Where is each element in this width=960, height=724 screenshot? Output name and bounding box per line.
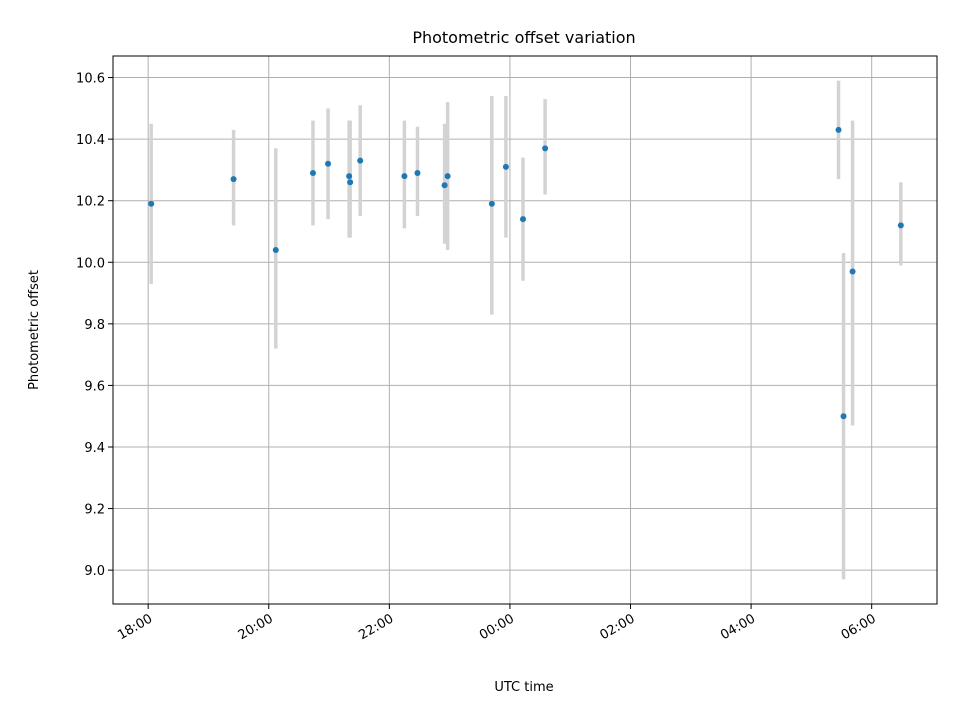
data-point (347, 179, 354, 186)
y-tick-label: 9.0 (84, 564, 105, 579)
data-point (835, 126, 842, 133)
data-point (444, 173, 451, 180)
y-tick-label: 9.8 (84, 318, 105, 333)
x-axis-label: UTC time (494, 680, 553, 695)
data-point (897, 222, 904, 229)
y-axis-label: Photometric offset (27, 270, 42, 390)
y-tick-label: 10.6 (76, 72, 105, 87)
data-point (230, 176, 237, 183)
data-point (849, 268, 856, 275)
grid-layer (113, 56, 937, 604)
y-tick-label: 9.2 (84, 503, 105, 518)
data-point (488, 200, 495, 207)
data-point (346, 173, 353, 180)
data-point (840, 413, 847, 420)
y-tick-label: 10.2 (76, 195, 105, 210)
y-tick-label: 10.4 (76, 133, 105, 148)
y-tick-label: 9.4 (84, 441, 105, 456)
data-point (414, 169, 421, 176)
data-point (502, 163, 509, 170)
data-point (272, 246, 279, 253)
chart-title: Photometric offset variation (412, 28, 635, 47)
data-point (441, 182, 448, 189)
data-point (325, 160, 332, 167)
data-point (148, 200, 155, 207)
y-tick-label: 9.6 (84, 379, 105, 394)
data-point (401, 173, 408, 180)
data-point (542, 145, 549, 152)
plot-frame (112, 55, 938, 605)
data-point (519, 216, 526, 223)
data-point (357, 157, 364, 164)
data-point (309, 169, 316, 176)
point-layer (148, 126, 904, 420)
y-tick-label: 10.0 (76, 256, 105, 271)
